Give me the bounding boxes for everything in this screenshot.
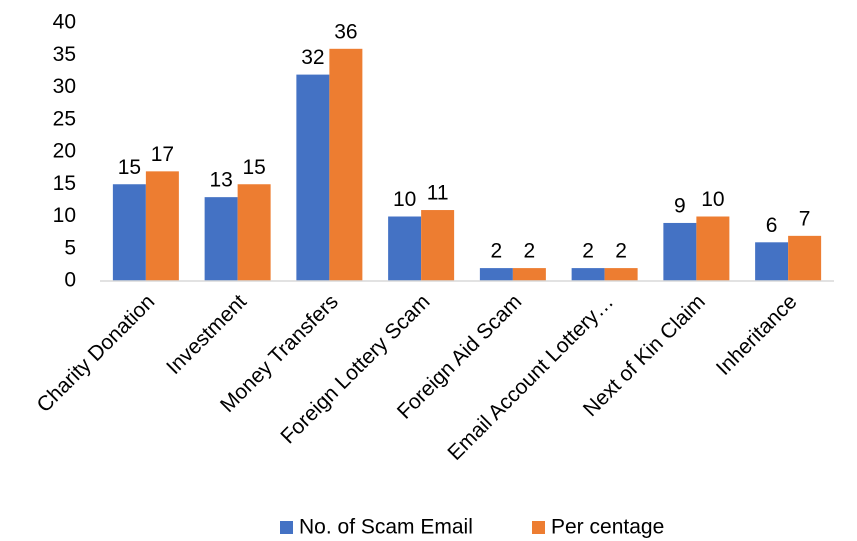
- bar: [663, 222, 697, 281]
- x-tick-group: Investment: [162, 290, 251, 379]
- bar: [479, 268, 513, 281]
- x-tick-group: Email Account Lottery…: [443, 290, 618, 465]
- y-tick-label: 5: [64, 236, 76, 259]
- data-label: 36: [334, 20, 357, 43]
- y-tick-label: 30: [53, 75, 76, 98]
- data-label: 10: [393, 188, 416, 211]
- data-label: 13: [209, 169, 232, 192]
- data-label: 7: [799, 207, 811, 230]
- bar: [329, 48, 363, 281]
- data-label: 10: [701, 188, 724, 211]
- x-tick-label: Email Account Lottery…: [443, 290, 618, 465]
- data-label: 32: [301, 46, 324, 69]
- data-label: 2: [615, 240, 627, 263]
- data-label: 15: [242, 156, 265, 179]
- bar: [388, 216, 422, 281]
- legend-swatch: [532, 521, 545, 534]
- bar: [755, 242, 789, 281]
- data-label: 6: [766, 214, 778, 237]
- data-label: 17: [151, 143, 174, 166]
- x-tick-label: Foreign Lottery Scam: [276, 290, 434, 448]
- x-tick-label: Investment: [162, 290, 251, 379]
- data-label: 15: [118, 156, 141, 179]
- bar: [296, 74, 330, 281]
- y-tick-label: 20: [53, 140, 76, 163]
- x-tick-group: Foreign Lottery Scam: [276, 290, 434, 448]
- bar: [696, 216, 730, 281]
- bar: [604, 268, 638, 281]
- bar: [571, 268, 605, 281]
- y-tick-label: 35: [53, 43, 76, 66]
- y-tick-label: 0: [64, 269, 76, 292]
- bar: [788, 235, 822, 281]
- bar: [145, 171, 179, 281]
- y-tick-label: 25: [53, 107, 76, 130]
- x-tick-label: Charity Donation: [32, 290, 159, 417]
- y-tick-label: 10: [53, 204, 76, 227]
- bar: [421, 210, 455, 281]
- data-label: 2: [524, 240, 536, 263]
- data-label: 9: [674, 194, 686, 217]
- data-label: 2: [582, 240, 594, 263]
- bar: [237, 184, 271, 281]
- y-tick-label: 40: [53, 11, 76, 34]
- data-label: 2: [491, 240, 503, 263]
- legend-swatch: [280, 521, 293, 534]
- legend-label: Per centage: [551, 516, 664, 539]
- bar: [112, 184, 146, 281]
- bar: [204, 197, 238, 281]
- data-label: 11: [427, 182, 449, 205]
- x-tick-group: Charity Donation: [32, 290, 159, 417]
- y-tick-label: 15: [53, 172, 76, 195]
- x-tick-group: Inheritance: [712, 290, 802, 380]
- bar: [512, 268, 546, 281]
- x-tick-label: Inheritance: [712, 290, 802, 380]
- legend-label: No. of Scam Email: [299, 516, 473, 539]
